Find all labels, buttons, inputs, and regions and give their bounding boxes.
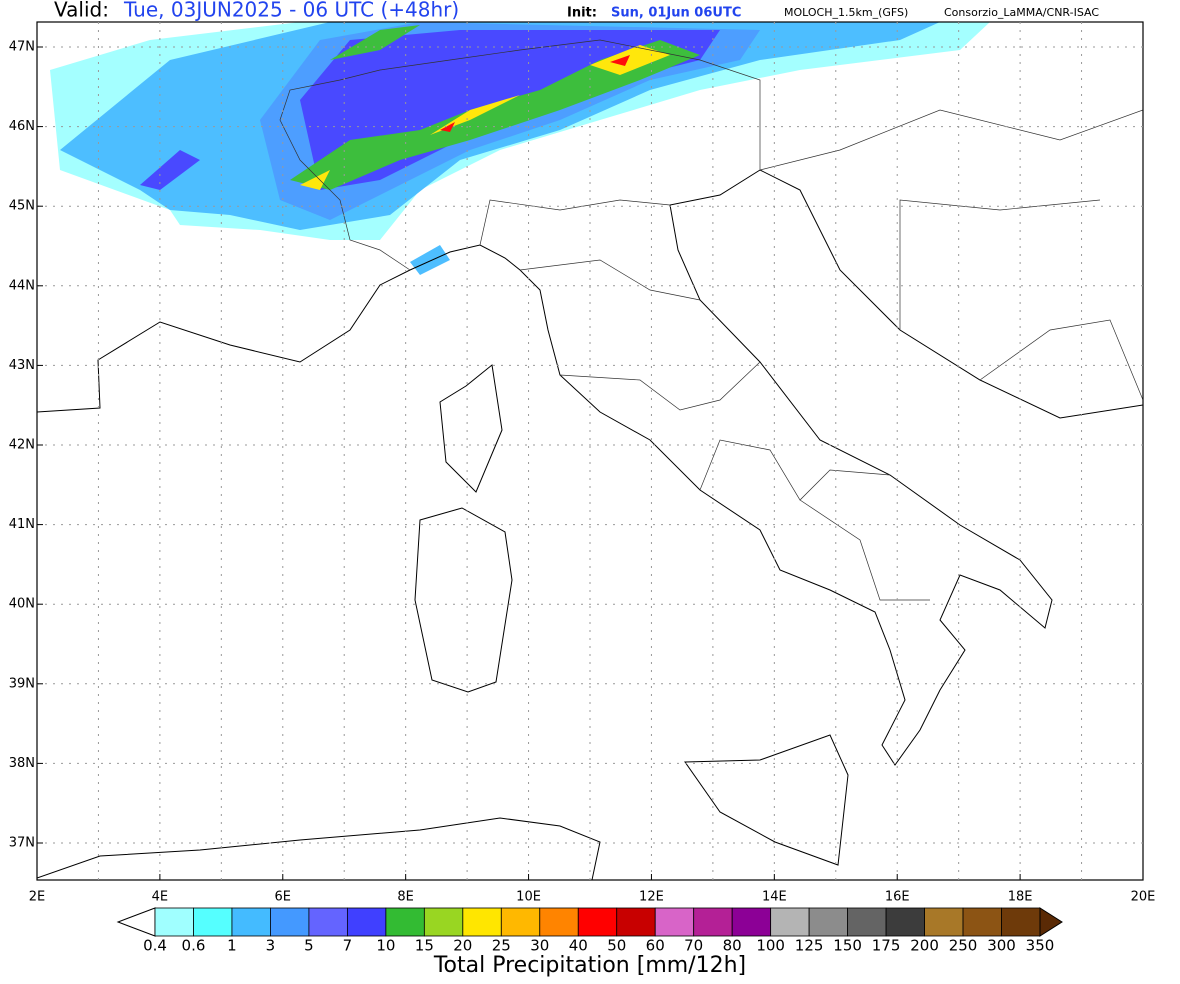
colorbar-label: 175 bbox=[872, 937, 901, 955]
colorbar-box bbox=[731, 907, 772, 937]
colorbar-box bbox=[654, 907, 695, 937]
lon-label: 20E bbox=[1131, 890, 1156, 905]
lon-label: 6E bbox=[275, 890, 292, 905]
colorbar-box bbox=[270, 907, 310, 937]
lon-label: 18E bbox=[1008, 890, 1033, 905]
lon-label: 10E bbox=[516, 890, 541, 905]
lat-label: 47N bbox=[9, 40, 35, 55]
lat-label: 37N bbox=[9, 836, 35, 851]
lon-label: 4E bbox=[152, 890, 169, 905]
colorbar-box bbox=[231, 907, 271, 937]
colorbar-label: 0.6 bbox=[182, 937, 206, 955]
colorbar-box bbox=[693, 907, 733, 937]
colorbar-label: 150 bbox=[833, 937, 862, 955]
precipitation-field bbox=[50, 22, 990, 275]
lon-label: 16E bbox=[885, 890, 910, 905]
colorbar-label: 80 bbox=[723, 937, 742, 955]
lat-label: 38N bbox=[9, 756, 35, 771]
colorbar-label: 7 bbox=[343, 937, 353, 955]
colorbar-box bbox=[154, 907, 194, 937]
colorbar-label: 350 bbox=[1026, 937, 1055, 955]
colorbar-label: 25 bbox=[492, 937, 511, 955]
colorbar-label: 0.4 bbox=[143, 937, 167, 955]
lat-label: 46N bbox=[9, 119, 35, 134]
colorbar-label: 50 bbox=[607, 937, 626, 955]
lon-label: 14E bbox=[762, 890, 787, 905]
colorbar-label: 15 bbox=[415, 937, 434, 955]
colorbar-label: 10 bbox=[376, 937, 395, 955]
colorbar-under bbox=[116, 907, 156, 937]
colorbar-label: 20 bbox=[453, 937, 472, 955]
colorbar-label: 3 bbox=[266, 937, 276, 955]
colorbar-box bbox=[385, 907, 425, 937]
colorbar-box bbox=[808, 907, 849, 937]
lat-label: 40N bbox=[9, 597, 35, 612]
colorbar-box bbox=[462, 907, 502, 937]
colorbar-label: 100 bbox=[756, 937, 785, 955]
model-name: MOLOCH_1.5km_(GFS) bbox=[784, 6, 908, 19]
colorbar-box bbox=[577, 907, 618, 937]
lat-label: 44N bbox=[9, 278, 35, 293]
init-label: Init: bbox=[567, 6, 597, 21]
borders bbox=[279, 39, 1143, 601]
colorbar-box bbox=[885, 907, 925, 937]
colorbar-box bbox=[616, 907, 656, 937]
colorbar-label: 1 bbox=[227, 937, 237, 955]
colorbar-box bbox=[539, 907, 579, 937]
colorbar-label: 70 bbox=[684, 937, 703, 955]
lon-label: 12E bbox=[639, 890, 664, 905]
colorbar-box bbox=[193, 907, 233, 937]
colorbar-title: Total Precipitation [mm/12h] bbox=[433, 953, 746, 978]
colorbar-label: 40 bbox=[569, 937, 588, 955]
init-time: Sun, 01Jun 06UTC bbox=[611, 6, 741, 21]
colorbar-label: 60 bbox=[646, 937, 665, 955]
lon-label: 2E bbox=[29, 890, 46, 905]
colorbar-box bbox=[500, 907, 541, 937]
colorbar-label: 250 bbox=[949, 937, 978, 955]
lat-label: 45N bbox=[9, 199, 35, 214]
valid-time: Tue, 03JUN2025 - 06 UTC (+48hr) bbox=[123, 0, 459, 22]
lat-label: 39N bbox=[9, 676, 35, 691]
map bbox=[36, 21, 1144, 881]
colorbar-over bbox=[1039, 907, 1063, 937]
lat-label: 43N bbox=[9, 358, 35, 373]
colorbar-label: 125 bbox=[795, 937, 824, 955]
colorbar-box bbox=[308, 907, 348, 937]
colorbar-label: 5 bbox=[304, 937, 314, 955]
lon-label: 8E bbox=[397, 890, 414, 905]
colorbar-box bbox=[1001, 907, 1041, 937]
credit: Consorzio_LaMMA/CNR-ISAC bbox=[944, 6, 1099, 19]
colorbar-label: 200 bbox=[910, 937, 939, 955]
colorbar-box bbox=[847, 907, 887, 937]
colorbar-box bbox=[924, 907, 964, 937]
colorbar-label: 300 bbox=[987, 937, 1016, 955]
colorbar-box bbox=[346, 907, 387, 937]
colorbar-box bbox=[770, 907, 810, 937]
lat-label: 42N bbox=[9, 438, 35, 453]
colorbar-label: 30 bbox=[530, 937, 549, 955]
colorbar-box bbox=[423, 907, 464, 937]
colorbar-box bbox=[962, 907, 1002, 937]
lat-label: 41N bbox=[9, 517, 35, 532]
valid-label: Valid: bbox=[54, 0, 109, 22]
